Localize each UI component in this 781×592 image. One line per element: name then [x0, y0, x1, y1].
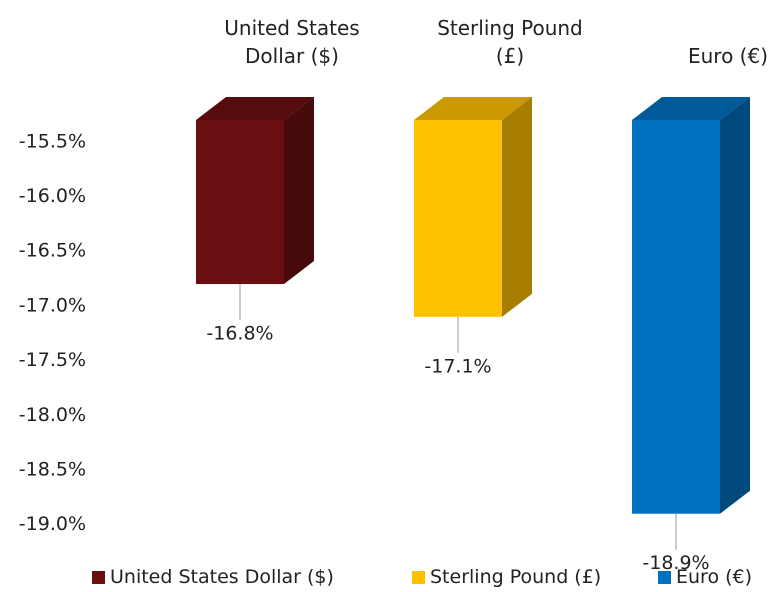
category-label: United States Dollar ($) [224, 16, 360, 68]
bar-side [502, 97, 532, 317]
data-label: -18.9% [642, 552, 709, 574]
bar-top [196, 97, 314, 120]
bar-side [284, 97, 314, 285]
y-tick-label: -17.0% [19, 294, 86, 316]
legend-item: Sterling Pound (£) [412, 566, 601, 588]
bar-side [720, 97, 750, 514]
y-tick-label: -15.5% [19, 130, 86, 152]
category-label: Sterling Pound (£) [437, 16, 583, 68]
legend-swatch [658, 570, 671, 584]
category-label: Euro (€) [687, 44, 769, 68]
legend-swatch [412, 570, 425, 584]
data-label: -17.1% [424, 355, 491, 377]
data-label: -16.8% [206, 323, 273, 345]
bar-top [414, 97, 532, 120]
legend: United States Dollar ($) Sterling Pound (… [0, 566, 781, 592]
bar [632, 120, 720, 514]
bar-top [632, 97, 750, 120]
legend-label: Euro (€) [676, 566, 753, 588]
legend-item: United States Dollar ($) [92, 566, 334, 588]
legend-swatch [92, 570, 105, 584]
bar [196, 120, 284, 285]
y-tick-label: -19.0% [19, 513, 86, 535]
y-tick-label: -16.0% [19, 185, 86, 207]
bar [414, 120, 502, 317]
y-tick-label: -16.5% [19, 240, 86, 262]
y-tick-label: -18.0% [19, 404, 86, 426]
legend-label: United States Dollar ($) [110, 566, 334, 588]
legend-item: Euro (€) [658, 566, 752, 588]
y-tick-label: -17.5% [19, 349, 86, 371]
legend-label: Sterling Pound (£) [430, 566, 602, 588]
y-tick-label: -18.5% [19, 458, 86, 480]
